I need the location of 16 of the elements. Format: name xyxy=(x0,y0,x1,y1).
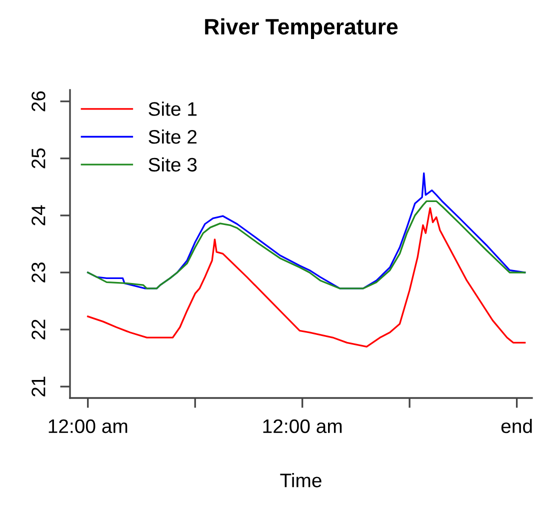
legend-label: Site 1 xyxy=(148,102,197,116)
x-tick-label: end xyxy=(501,418,532,434)
x-tick-label: 12:00 am xyxy=(263,419,342,434)
legend-label: Site 2 xyxy=(148,129,197,144)
line-series xyxy=(87,207,526,348)
y-tick-label: 24 xyxy=(32,205,46,226)
x-tick-label: 12:00 am xyxy=(48,419,128,434)
legend-label: Site 3 xyxy=(148,157,197,172)
y-tick-label: 21 xyxy=(32,376,46,396)
x-axis-title: Time xyxy=(280,473,322,488)
y-tick-label: 22 xyxy=(32,320,46,340)
y-tick-label: 23 xyxy=(32,262,46,282)
y-tick-label: 26 xyxy=(32,91,46,112)
y-tick-label: 25 xyxy=(32,148,46,168)
chart-title: River Temperature xyxy=(205,18,398,40)
line-series xyxy=(87,200,526,290)
